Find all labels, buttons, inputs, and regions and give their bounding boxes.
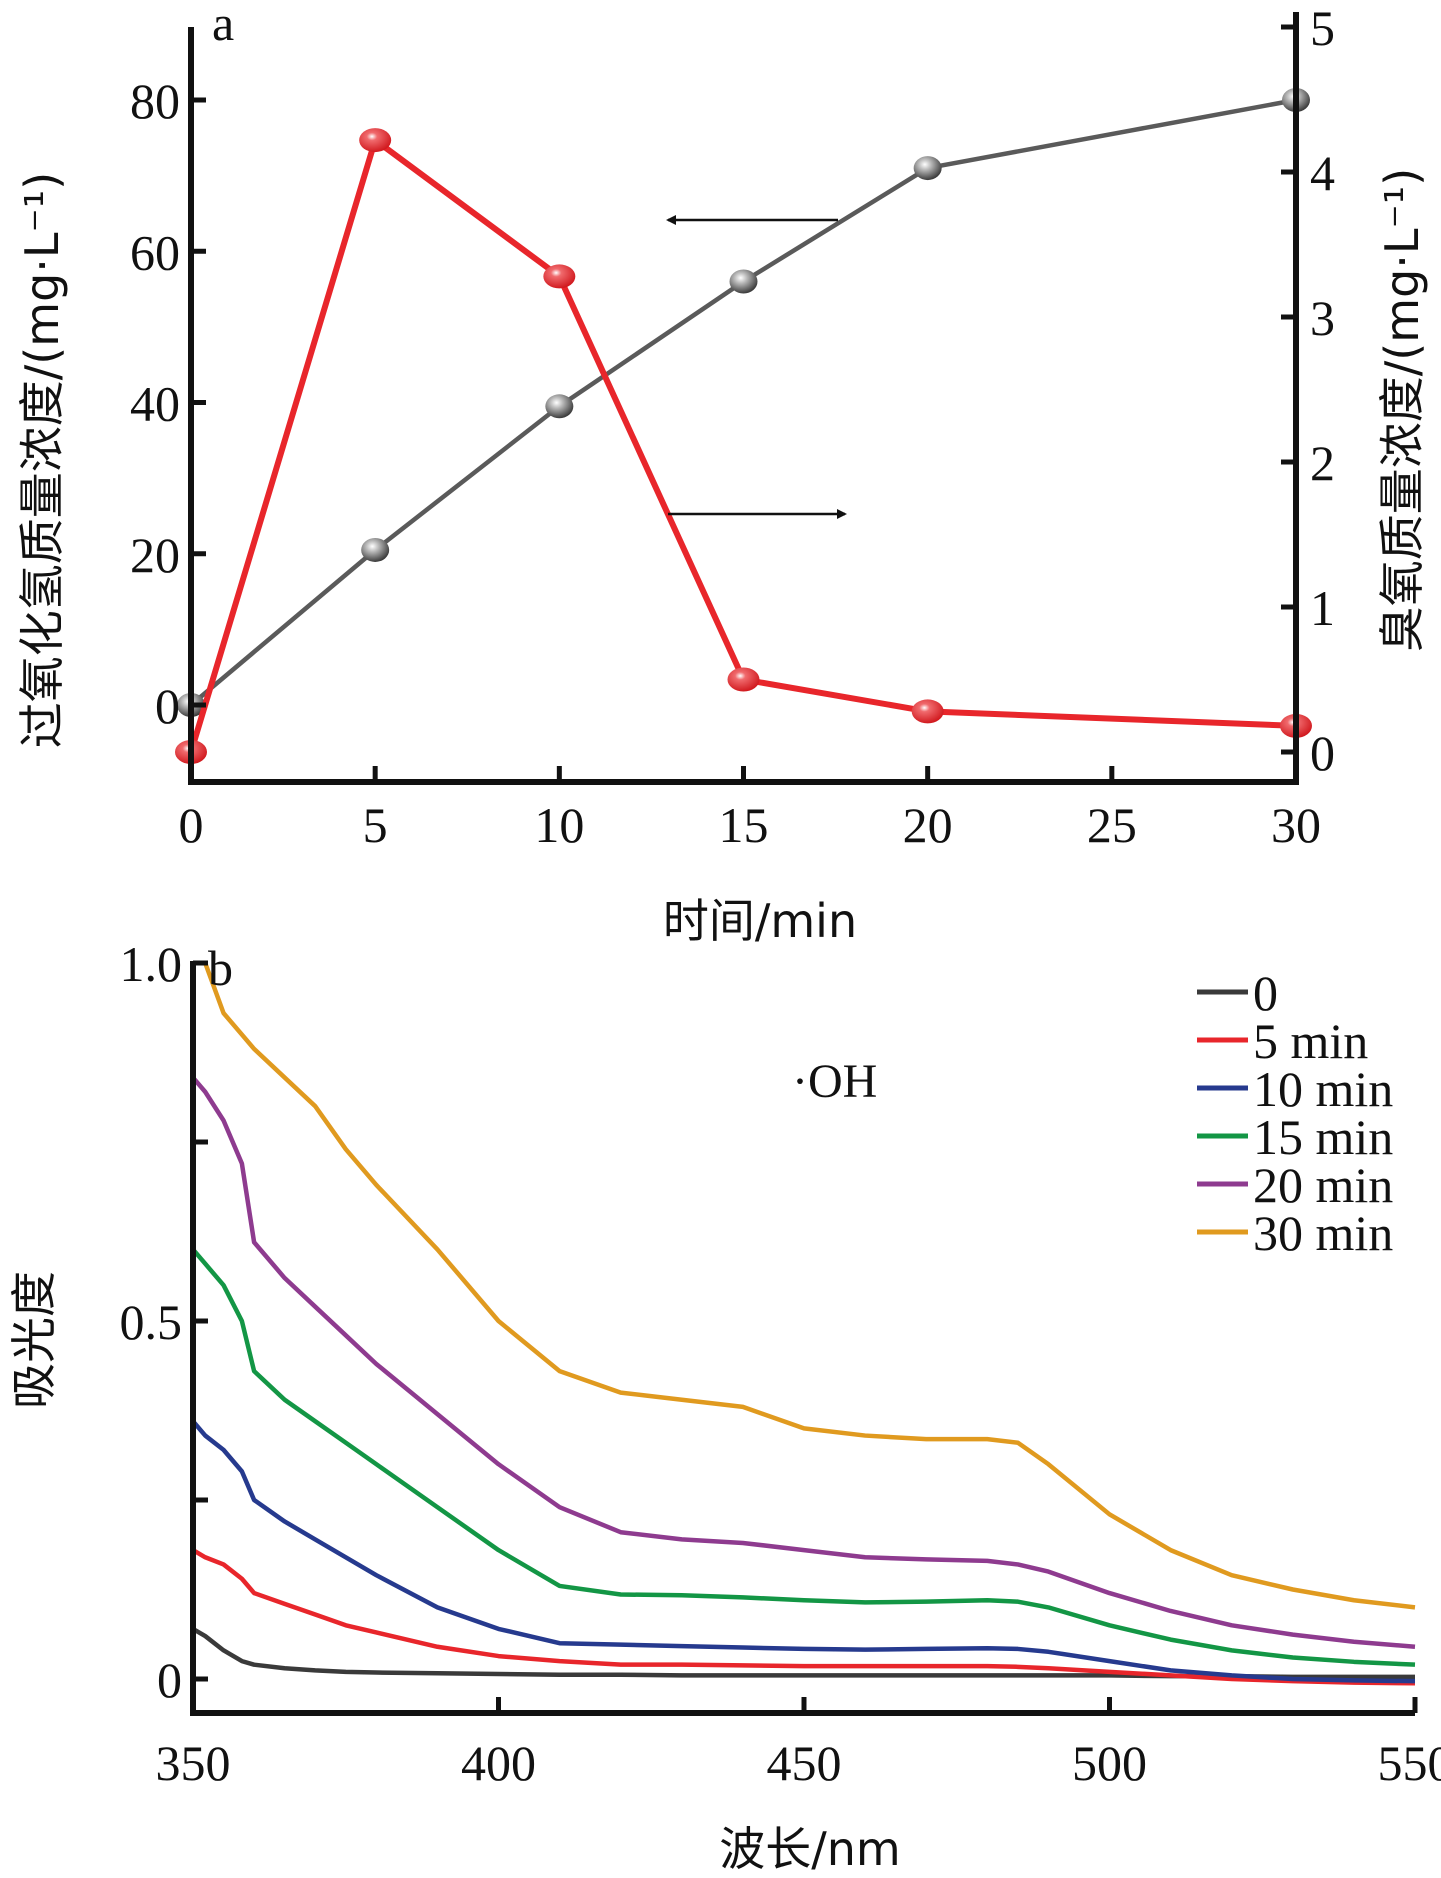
left-y-tick-label: 80 bbox=[130, 73, 180, 129]
oh-radical-annotation: ·OH bbox=[792, 1055, 877, 1108]
hydrogen-peroxide-line bbox=[189, 97, 1297, 707]
right-y-tick-label: 5 bbox=[1310, 0, 1335, 56]
legend-label: 20 min bbox=[1253, 1157, 1393, 1213]
x-tick-label: 450 bbox=[767, 1735, 842, 1791]
y-tick-label: 0 bbox=[157, 1652, 182, 1708]
x-tick-label: 550 bbox=[1378, 1735, 1441, 1791]
left-y-tick-label: 40 bbox=[130, 376, 180, 432]
left-y-tick-label: 20 bbox=[130, 527, 180, 583]
legend-label: 5 min bbox=[1253, 1013, 1368, 1069]
x-tick-label: 0 bbox=[179, 797, 204, 853]
panel-b-series bbox=[191, 962, 1416, 1686]
hydrogen-peroxide-point bbox=[361, 537, 390, 562]
spectrum-line-20-min bbox=[191, 1076, 1416, 1650]
panel-b-ticks: 350 400 450 500 550 0 0.5 1.0 bbox=[120, 936, 1441, 1791]
spectrum-line-0 bbox=[191, 1626, 1415, 1680]
hydrogen-peroxide-point bbox=[913, 156, 942, 181]
right-y-tick-label: 0 bbox=[1310, 725, 1335, 781]
panel-a: 0 5 10 15 20 25 30 0 20 40 60 80 0 1 2 3 4 5 a 时间/min 过氧化… bbox=[15, 0, 1429, 948]
ozone-point bbox=[911, 699, 944, 724]
x-axis-title-b: 波长/nm bbox=[719, 1822, 900, 1876]
x-tick-label: 25 bbox=[1087, 797, 1137, 853]
panel-a-series bbox=[175, 88, 1312, 764]
panel-label-b: b bbox=[208, 940, 233, 996]
ozone-point bbox=[359, 128, 392, 153]
x-tick-label: 350 bbox=[156, 1735, 231, 1791]
right-y-axis-title: 臭氧质量浓度/(mg·L⁻¹) bbox=[1375, 168, 1429, 652]
x-tick-label: 5 bbox=[363, 797, 388, 853]
x-tick-label: 20 bbox=[903, 797, 953, 853]
y-axis-title-b: 吸光度 bbox=[7, 1271, 61, 1409]
x-axis-title-a: 时间/min bbox=[663, 894, 857, 948]
hydrogen-peroxide-point bbox=[729, 269, 758, 294]
x-tick-label: 400 bbox=[461, 1735, 536, 1791]
right-y-tick-label: 4 bbox=[1310, 145, 1335, 201]
left-y-tick-label: 60 bbox=[130, 224, 180, 280]
legend-label: 10 min bbox=[1253, 1061, 1393, 1117]
x-tick-label: 15 bbox=[719, 797, 769, 853]
y-tick-label: 0.5 bbox=[120, 1294, 183, 1350]
y-tick-label: 1.0 bbox=[120, 936, 183, 992]
spectrum-line-15-min bbox=[191, 1247, 1416, 1667]
left-y-tick-label: 0 bbox=[155, 678, 180, 734]
right-y-tick-label: 3 bbox=[1310, 290, 1335, 346]
right-y-tick-label: 2 bbox=[1310, 435, 1335, 491]
spectrum-line-10-min bbox=[191, 1419, 1416, 1684]
panel-a-ticks: 0 5 10 15 20 25 30 0 20 40 60 80 0 1 2 3 4 5 bbox=[130, 0, 1335, 853]
ozone-line bbox=[188, 137, 1297, 753]
panel-label-a: a bbox=[212, 0, 234, 51]
right-y-tick-label: 1 bbox=[1310, 580, 1335, 636]
ozone-point bbox=[543, 264, 576, 289]
spectrum-line-5-min bbox=[191, 1548, 1416, 1686]
panel-b: 350 400 450 500 550 0 0.5 1.0 b ·OH 波长/nm 吸光度 0… bbox=[7, 936, 1441, 1876]
x-tick-label: 500 bbox=[1072, 1735, 1147, 1791]
hydrogen-peroxide-point bbox=[545, 394, 574, 419]
spectrum-line-30-min bbox=[203, 962, 1416, 1610]
legend-label: 15 min bbox=[1253, 1109, 1393, 1165]
legend-label: 0 bbox=[1253, 965, 1278, 1021]
left-y-axis-title: 过氧化氢质量浓度/(mg·L⁻¹) bbox=[15, 172, 69, 748]
x-tick-label: 30 bbox=[1271, 797, 1321, 853]
legend-label: 30 min bbox=[1253, 1205, 1393, 1261]
x-tick-label: 10 bbox=[534, 797, 584, 853]
ozone-point bbox=[727, 667, 760, 692]
